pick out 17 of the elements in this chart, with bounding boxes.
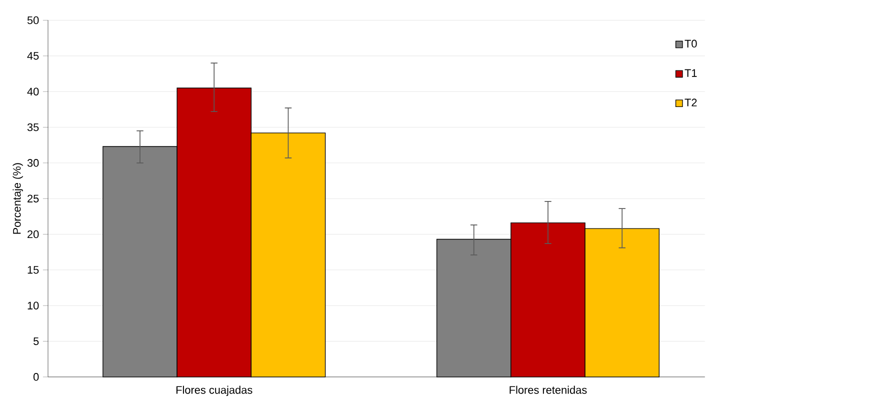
x-tick-label: Flores retenidas — [510, 386, 587, 394]
y-tick-label: 0 — [33, 373, 39, 381]
x-tick-label: Flores cuajadas — [176, 386, 252, 396]
y-tick-label: 5 — [34, 338, 39, 346]
legend-label: T1 — [684, 69, 697, 77]
legend-label: T2 — [684, 98, 697, 106]
legend-label: T0 — [684, 40, 697, 48]
y-tick-label: 25 — [28, 194, 39, 203]
y-axis-title: Porcentaje (%) — [12, 163, 23, 234]
y-tick-label: 40 — [27, 88, 39, 96]
y-tick-label: 35 — [27, 124, 39, 132]
y-tick-label: 30 — [27, 159, 39, 167]
y-tick-label: 45 — [27, 52, 39, 60]
y-tick-label: 20 — [28, 230, 39, 238]
y-tick-label: 15 — [28, 266, 39, 274]
y-tick-label: 10 — [28, 302, 39, 310]
y-tick-label: 50 — [27, 16, 39, 24]
